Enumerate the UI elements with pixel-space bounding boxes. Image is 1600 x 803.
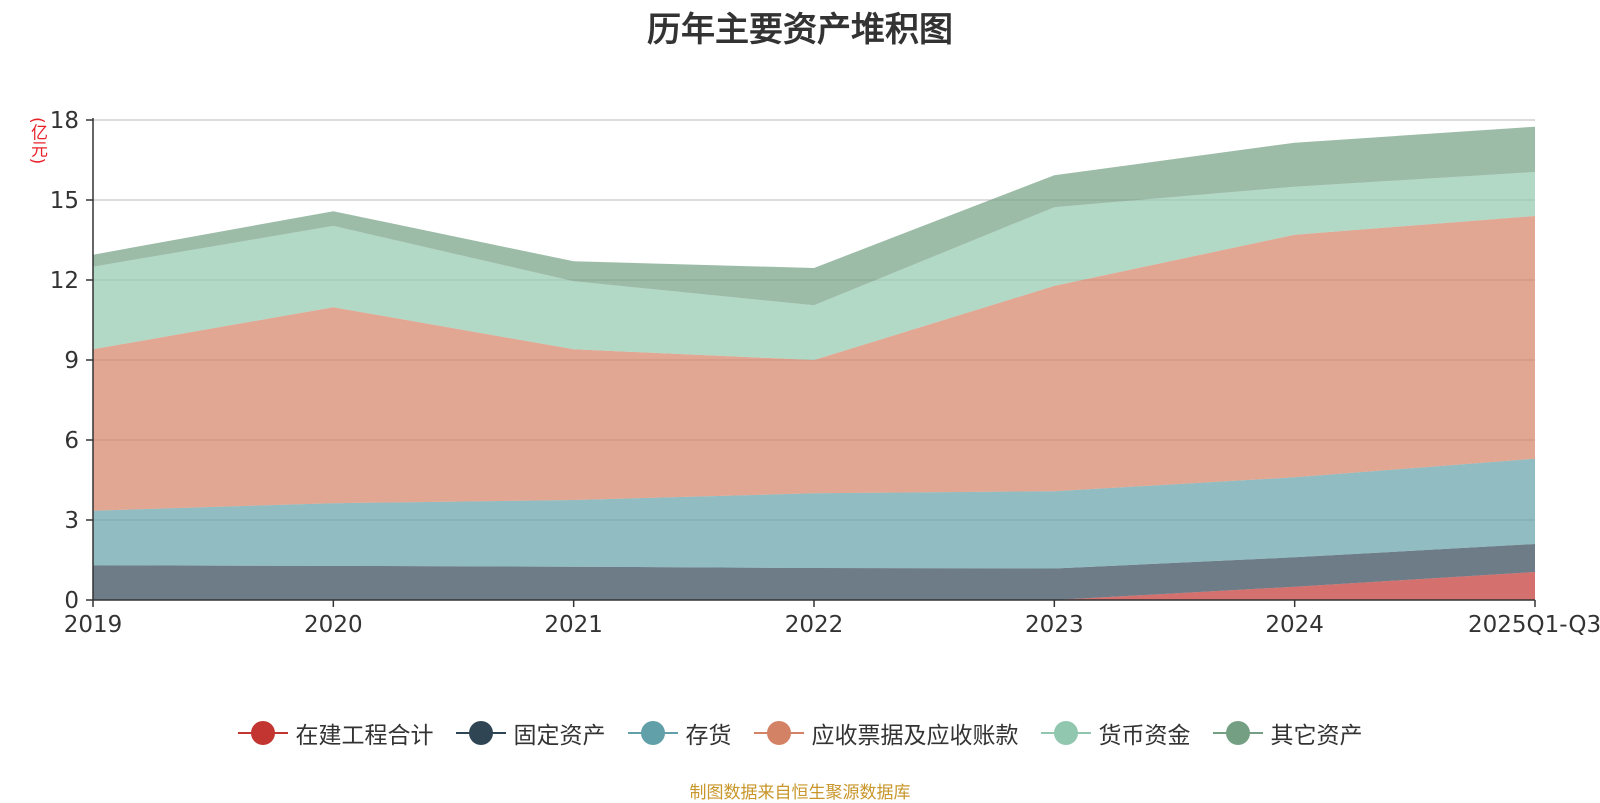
legend-dot-icon (1225, 721, 1250, 745)
stacked-area-chart: 0 3 6 9 12 15 18 2019 2020 2021 2022 2023 2024 2025Q1… (50, 108, 1600, 638)
legend-swatch-icon (455, 720, 506, 746)
area-series-货币资金[interactable] (93, 172, 1535, 360)
legend-item[interactable]: 固定资产 (455, 716, 606, 750)
x-tick-label: 2024 (1265, 612, 1324, 638)
legend-dot-icon (640, 721, 665, 745)
area-series-在建工程合计[interactable] (93, 572, 1535, 600)
legend-dot-icon (766, 721, 791, 745)
y-tick-label: 15 (50, 188, 79, 214)
legend-label: 其它资产 (1270, 723, 1363, 749)
area-series-其它资产[interactable] (93, 126, 1535, 306)
legend-swatch-icon (1212, 720, 1263, 746)
legend-item[interactable]: 在建工程合计 (237, 716, 434, 750)
legend-label: 固定资产 (513, 723, 606, 749)
legend-dot-icon (468, 721, 493, 745)
chart-title: 历年主要资产堆积图 (647, 10, 953, 50)
legend-label: 存货 (685, 723, 732, 749)
y-tick-label: 12 (50, 268, 79, 294)
legend-item[interactable]: 存货 (627, 716, 732, 750)
area-series-固定资产[interactable] (93, 544, 1535, 600)
legend-label: 在建工程合计 (295, 723, 434, 749)
legend-swatch-icon (753, 720, 804, 746)
legend-label: 货币资金 (1098, 723, 1191, 749)
legend-item[interactable]: 应收票据及应收账款 (753, 716, 1019, 750)
y-axis-unit-label: (亿元) (27, 117, 47, 165)
y-tick-label: 9 (64, 348, 79, 374)
y-tick-label: 0 (64, 588, 79, 614)
y-tick-label: 3 (64, 508, 79, 534)
legend-label: 应收票据及应收账款 (811, 723, 1019, 749)
x-tick-label: 2021 (544, 612, 603, 638)
legend-swatch-icon (237, 720, 288, 746)
y-tick-label: 6 (64, 428, 79, 454)
x-tick-label: 2020 (304, 612, 363, 638)
area-series-存货[interactable] (93, 458, 1535, 569)
x-tick-label: 2022 (785, 612, 844, 638)
source-note: 制图数据来自恒生聚源数据库 (689, 783, 911, 803)
x-tick-label: 2019 (64, 612, 123, 638)
legend-dot-icon (250, 721, 275, 745)
x-tick-label: 2023 (1025, 612, 1084, 638)
legend-dot-icon (1053, 721, 1078, 745)
legend-item[interactable]: 货币资金 (1040, 716, 1191, 750)
x-tick-label: 2025Q1-Q3 (1468, 612, 1600, 638)
axes: 0 3 6 9 12 15 18 2019 2020 2021 2022 2023 2024 2025Q1… (50, 108, 1600, 638)
area-series-应收票据及应收账款[interactable] (93, 216, 1535, 511)
legend-swatch-icon (1040, 720, 1091, 746)
legend-item[interactable]: 其它资产 (1212, 716, 1363, 750)
area-series-group (93, 126, 1535, 600)
legend-swatch-icon (627, 720, 678, 746)
legend: 在建工程合计 固定资产 存货 应收票据及应收账款 货币资金 其它资产 (0, 716, 1600, 750)
y-tick-label: 18 (50, 108, 79, 134)
